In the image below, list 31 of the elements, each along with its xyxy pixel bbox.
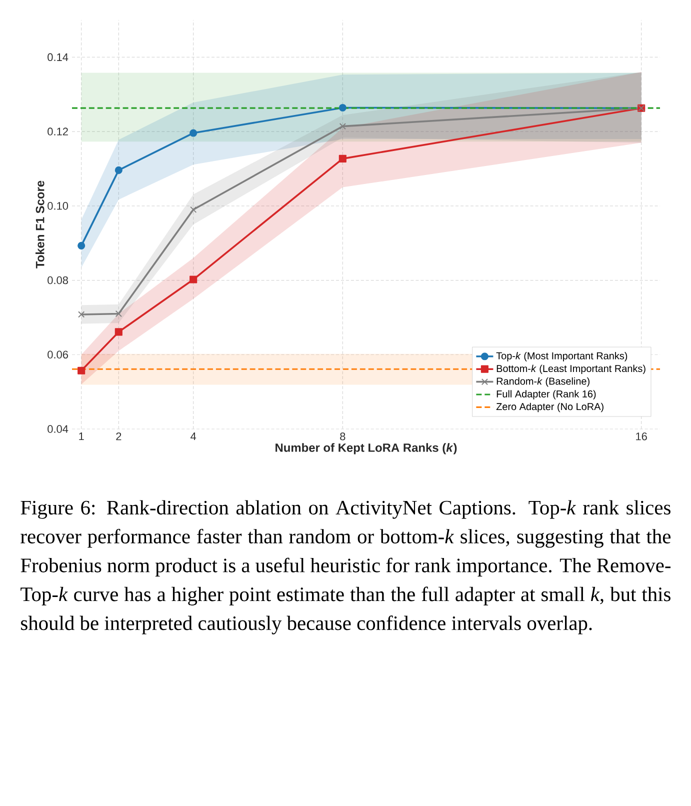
point xyxy=(78,242,86,250)
x-tick-label: 16 xyxy=(636,432,647,440)
point xyxy=(190,276,198,284)
text: Figure 6: Rank-direction ablation on ActivityNet Captions. Top-k rank slices recover performance faster than random or bottom-k slices, suggesting that the Frobenius norm product is a useful heuristic for rank importance. The Remove-Top-k curve has a higher point estimate than the full adapter at small k, but this should be interpreted cautiously because confidence intervals overlap. xyxy=(20,500,671,634)
point xyxy=(78,366,86,374)
point xyxy=(190,129,198,137)
legend-label: Top-k (Most Important Ranks) xyxy=(496,352,628,362)
y-tick-label: 0.06 xyxy=(48,350,68,359)
y-tick-label: 0.12 xyxy=(48,128,68,136)
point xyxy=(114,166,122,174)
point xyxy=(78,311,85,318)
point xyxy=(190,206,197,213)
legend-label: Full Adapter (Rank 16) xyxy=(496,390,596,400)
point xyxy=(338,154,346,162)
legend-label: Bottom-k (Least Important Ranks) xyxy=(496,364,646,374)
y-tick-label: 0.10 xyxy=(48,202,68,210)
y-tick-label: 0.14 xyxy=(48,53,68,62)
legend-label: Zero Adapter (No LoRA) xyxy=(496,402,604,412)
x-tick-label: 2 xyxy=(116,432,122,440)
point xyxy=(115,310,122,318)
point xyxy=(338,104,346,112)
x-tick-label: 4 xyxy=(190,432,196,440)
y-tick-label: 0.04 xyxy=(48,425,68,433)
point xyxy=(339,123,346,130)
point xyxy=(114,328,122,336)
x-tick-label: 1 xyxy=(79,432,84,440)
y-axis-title: Token F1 Score xyxy=(36,180,44,268)
legend-label: Random-k (Baseline) xyxy=(496,377,590,387)
y-tick-label: 0.08 xyxy=(48,276,68,284)
x-axis-title: Number of Kept LoRA Ranks (k) xyxy=(276,443,457,454)
x-tick-label: 8 xyxy=(340,432,346,440)
